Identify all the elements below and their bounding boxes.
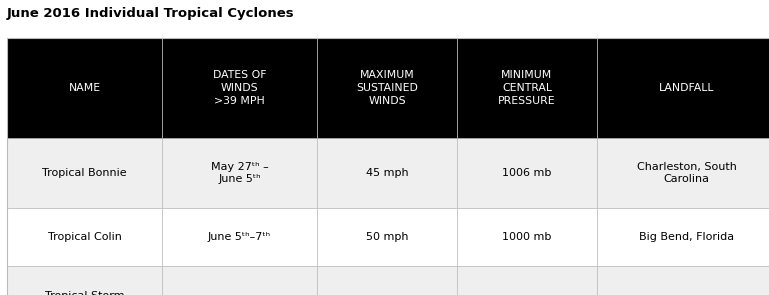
Text: May 27ᵗʰ –
June 5ᵗʰ: May 27ᵗʰ – June 5ᵗʰ [211, 162, 268, 184]
Text: June 2016 Individual Tropical Cyclones: June 2016 Individual Tropical Cyclones [7, 7, 295, 20]
Text: DATES OF
WINDS
>39 MPH: DATES OF WINDS >39 MPH [213, 70, 266, 106]
Text: June 5ᵗʰ–7ᵗʰ: June 5ᵗʰ–7ᵗʰ [208, 232, 271, 242]
Text: Tropical Storm
Danielle: Tropical Storm Danielle [45, 291, 125, 295]
Text: 50 mph: 50 mph [366, 232, 408, 242]
Text: Big Bend, Florida: Big Bend, Florida [639, 232, 734, 242]
Text: 1000 mb: 1000 mb [502, 232, 551, 242]
Text: NAME: NAME [68, 83, 101, 93]
Text: MINIMUM
CENTRAL
PRESSURE: MINIMUM CENTRAL PRESSURE [498, 70, 556, 106]
Text: LANDFALL: LANDFALL [659, 83, 714, 93]
Text: Charleston, South
Carolina: Charleston, South Carolina [637, 162, 737, 184]
Text: Tropical Bonnie: Tropical Bonnie [42, 168, 127, 178]
Text: 1006 mb: 1006 mb [502, 168, 551, 178]
Text: 45 mph: 45 mph [366, 168, 408, 178]
Text: MAXIMUM
SUSTAINED
WINDS: MAXIMUM SUSTAINED WINDS [356, 70, 418, 106]
Text: Tropical Colin: Tropical Colin [48, 232, 122, 242]
